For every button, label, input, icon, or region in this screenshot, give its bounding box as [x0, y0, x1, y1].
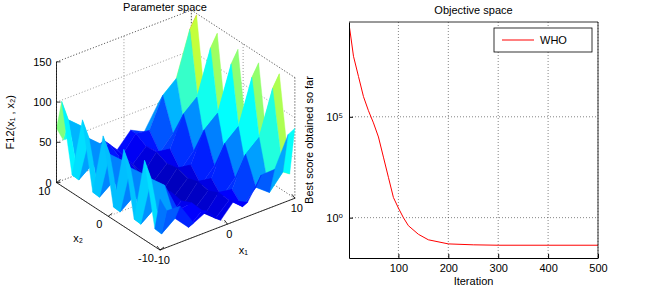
legend-label: WHO: [540, 34, 567, 46]
tick-label: 0: [226, 228, 232, 240]
legend: WHO: [494, 28, 592, 52]
surface-patch: [216, 200, 235, 220]
y-axis: 10⁰ 10⁵: [326, 23, 353, 259]
surface-patch: [134, 160, 151, 224]
surface: [57, 15, 295, 234]
grid-line: [398, 22, 399, 258]
plot-background: [349, 22, 598, 258]
x-axis-line: [160, 198, 295, 250]
tick: 500: [589, 254, 607, 274]
tick: [160, 247, 164, 250]
tick-label: 300: [490, 262, 508, 274]
tick-label: 0: [96, 218, 102, 230]
grid-line: [498, 22, 499, 258]
tick: 100: [390, 254, 408, 274]
tick-mark: [349, 117, 353, 118]
chart-title: Parameter space: [123, 1, 207, 13]
tick: 10⁰: [326, 212, 353, 224]
tick-label: 100: [390, 262, 408, 274]
line-chart: Objective space 100 200 300 400 500 10⁰ 10⁵ Iter…: [303, 4, 608, 287]
legend-swatch: [502, 40, 534, 41]
tick-label: -10: [154, 254, 170, 266]
tick-mark: [498, 254, 499, 258]
tick: [57, 102, 61, 103]
grid-line: [448, 22, 449, 258]
box-edge: [294, 78, 295, 199]
tick-label: 100: [33, 96, 51, 108]
tick-label: 400: [539, 262, 557, 274]
x-axis: 100 200 300 400 500: [350, 254, 608, 274]
tick: [57, 182, 61, 183]
grid-line: [124, 36, 227, 224]
tick-label: 10⁵: [326, 111, 343, 123]
legend-box: [494, 28, 592, 52]
surface-chart: Parameter space-10010-10010050100150x₁x₂…: [4, 1, 303, 266]
box-edge: [57, 10, 192, 62]
y-axis-line: [349, 23, 350, 259]
tick: [157, 246, 160, 250]
grid-line: [349, 116, 598, 117]
tick: 200: [440, 254, 458, 274]
tick: 300: [490, 254, 508, 274]
y-axis-line: [57, 183, 160, 250]
tick: [292, 194, 295, 198]
tick-label: 500: [589, 262, 607, 274]
grid-line: [598, 22, 599, 258]
tick: 400: [539, 254, 557, 274]
tick-label: -10: [138, 252, 154, 264]
chart-root: Parameter space -10 0 10 -10 0 100 50 100 150 x₁ x₂…: [0, 0, 661, 290]
tick-label: 50: [39, 136, 51, 148]
grid: [57, 10, 295, 250]
frame: [349, 22, 598, 23]
plot-area: [349, 24, 598, 245]
chart-title: Objective space: [434, 4, 512, 16]
surface-patch: [93, 136, 110, 197]
tick-mark: [448, 254, 449, 258]
tick: [57, 180, 61, 183]
tick-label: 10: [291, 202, 303, 214]
surface-patch: [269, 134, 288, 192]
tick: [108, 213, 112, 216]
grid-line: [108, 44, 243, 216]
y-axis-title: Best score obtained so far: [303, 76, 315, 204]
y-axis-title: x₂: [73, 232, 83, 244]
tick-label: 10⁰: [326, 212, 343, 224]
tick-mark: [548, 254, 549, 258]
x-axis-title: x₁: [239, 244, 249, 256]
tick-label: 200: [440, 262, 458, 274]
z-axis-title: F12(x₁ , x₂): [4, 95, 16, 149]
frame: [598, 22, 599, 258]
tick-mark: [398, 254, 399, 258]
tick-label: 150: [33, 56, 51, 68]
grid: [349, 22, 598, 258]
series-line: [349, 24, 598, 245]
z-axis-line: [56, 62, 57, 183]
tick-mark: [598, 254, 599, 258]
box-edge: [56, 62, 57, 183]
grid-line: [57, 62, 160, 250]
tick: [224, 220, 227, 224]
x-axis-line: [350, 258, 599, 259]
grid-line: [349, 217, 598, 218]
tick: [57, 61, 61, 62]
tick: [57, 142, 61, 143]
grid-line: [548, 22, 549, 258]
tick-mark: [349, 218, 353, 219]
surface-patch: [155, 199, 167, 234]
surface-patch: [113, 149, 130, 212]
tick-label: 0: [45, 177, 51, 189]
tick: 10⁵: [326, 111, 353, 123]
x-axis-title: Iteration: [454, 275, 494, 287]
